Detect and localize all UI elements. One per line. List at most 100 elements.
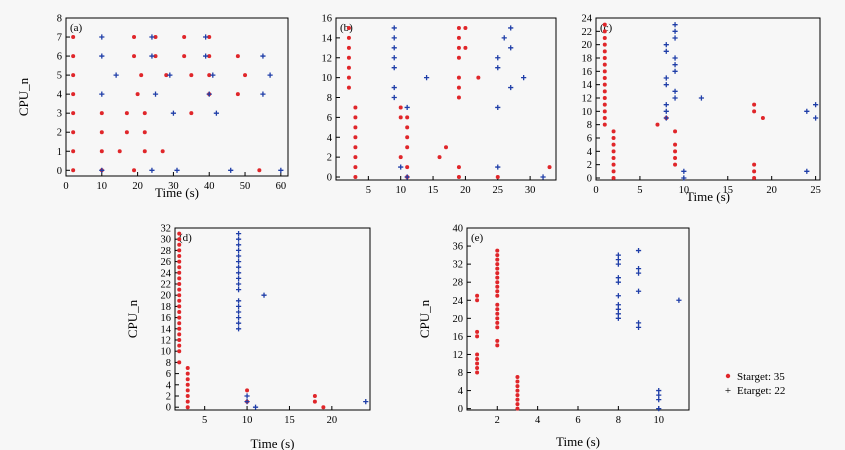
y-tick-label: 8	[57, 14, 62, 25]
etarget-point	[391, 25, 397, 31]
starget-point	[495, 343, 500, 348]
starget-point	[515, 393, 520, 398]
starget-point	[515, 384, 520, 389]
y-tick-label: 2	[587, 160, 592, 171]
etarget-point	[391, 94, 397, 101]
starget-point	[71, 149, 76, 154]
etarget-point	[615, 257, 621, 263]
y-tick-label: 30	[161, 235, 172, 246]
starget-point	[177, 310, 182, 314]
etarget-point	[635, 270, 642, 276]
etarget-point	[99, 53, 105, 59]
etarget-point	[663, 108, 669, 114]
starget-point	[177, 242, 182, 247]
etarget-point	[235, 320, 242, 326]
starget-point	[177, 349, 182, 354]
starget-point	[99, 111, 104, 116]
etarget-point	[423, 75, 430, 81]
etarget-point	[149, 34, 155, 40]
starget-point	[476, 75, 481, 80]
starget-point	[353, 125, 358, 130]
starget-point	[673, 149, 678, 154]
x-tick-label: 10	[242, 415, 253, 426]
y-tick-label: 10	[161, 347, 172, 358]
etarget-point	[235, 247, 242, 253]
x-tick-label: 10	[97, 181, 108, 192]
starget-point	[185, 399, 190, 404]
starget-point	[752, 176, 757, 180]
etarget-point	[391, 55, 397, 61]
starget-point	[245, 388, 250, 393]
y-tick-label: 22	[161, 280, 172, 291]
legend: Starget: 35 + Etarget: 22	[725, 371, 785, 397]
etarget-point	[235, 281, 242, 287]
etarget-point	[672, 62, 678, 68]
starget-point	[189, 73, 194, 78]
etarget-point	[813, 115, 819, 121]
starget-point	[475, 356, 480, 361]
x-tick-label: 50	[240, 181, 251, 192]
starget-point	[177, 259, 182, 264]
etarget-point	[260, 91, 266, 97]
starget-point	[752, 109, 757, 114]
starget-point	[495, 293, 500, 298]
starget-point	[132, 35, 137, 40]
etarget-point	[235, 315, 242, 321]
y-tick-label: 8	[327, 93, 332, 104]
legend-label-etarget: Etarget: 22	[737, 385, 785, 397]
starget-point	[752, 102, 757, 107]
etarget-point	[804, 108, 810, 114]
etarget-point	[244, 399, 250, 405]
etarget-point	[615, 306, 621, 312]
y-tick-label: 12	[322, 53, 333, 64]
starget-point	[495, 266, 500, 271]
starget-point	[346, 75, 351, 80]
starget-point	[257, 168, 262, 173]
y-tick-label: 28	[161, 246, 172, 257]
starget-point	[182, 54, 187, 59]
starget-point	[177, 332, 182, 337]
etarget-point	[398, 164, 404, 170]
etarget-point	[672, 35, 678, 41]
starget-point	[177, 231, 182, 236]
y-tick-label: 0	[327, 173, 332, 184]
starget-point	[495, 320, 500, 325]
y-tick-label: 7	[57, 33, 62, 44]
starget-point	[346, 55, 351, 60]
starget-point	[207, 73, 212, 78]
starget-point	[164, 73, 169, 78]
starget-point	[177, 326, 182, 331]
etarget-point	[363, 399, 369, 405]
plot-frame	[595, 17, 821, 181]
starget-point	[475, 361, 480, 366]
etarget-point	[656, 392, 662, 398]
etarget-point	[391, 45, 397, 51]
etarget-point	[663, 115, 669, 121]
x-tick-label: 30	[168, 181, 179, 192]
starget-point	[437, 155, 442, 160]
y-tick-label: 12	[161, 336, 172, 347]
etarget-point	[235, 259, 242, 265]
x-tick-label: 10	[679, 185, 690, 196]
starget-point	[346, 25, 351, 30]
y-tick-label: 12	[453, 350, 464, 361]
starget-point	[312, 394, 317, 398]
starget-point	[71, 111, 76, 116]
starget-point	[611, 149, 616, 154]
starget-point	[117, 149, 122, 154]
starget-point	[515, 397, 520, 402]
starget-point	[475, 370, 480, 375]
x-tick-label: 25	[810, 185, 821, 196]
starget-point	[602, 122, 607, 127]
starget-point	[185, 382, 190, 387]
x-tick-label: 2	[495, 415, 500, 426]
etarget-point	[235, 303, 242, 309]
plot-frame	[174, 227, 371, 411]
y-tick-label: 20	[453, 314, 464, 325]
starget-point	[99, 149, 104, 154]
starget-point	[495, 289, 500, 294]
etarget-point	[206, 91, 212, 97]
starget-point	[398, 105, 403, 110]
x-axis-label: Time (s)	[686, 189, 730, 204]
starget-point	[673, 156, 678, 160]
